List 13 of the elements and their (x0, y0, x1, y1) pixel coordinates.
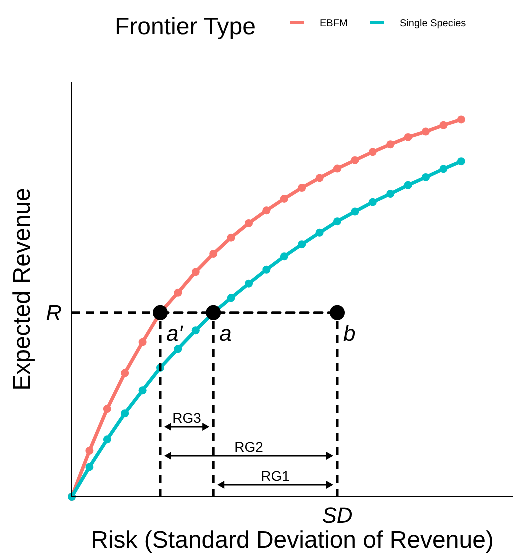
legend-label: Single Species (400, 18, 466, 30)
x-axis-title: Risk (Standard Deviation of Revenue) (91, 527, 494, 554)
annotation: RG3 (172, 410, 202, 426)
ref-line-label: R (46, 300, 62, 326)
legend-title: Frontier Type (115, 13, 256, 40)
annotation: b (344, 320, 356, 346)
text: SD (322, 503, 353, 528)
annotation: a (220, 320, 232, 346)
annotation: a′ (166, 320, 184, 346)
y-axis-title: Expected Revenue (9, 188, 36, 391)
legend-label: EBFM (320, 18, 348, 30)
annotation: RG1 (261, 468, 290, 484)
annotation: RG2 (234, 439, 264, 455)
